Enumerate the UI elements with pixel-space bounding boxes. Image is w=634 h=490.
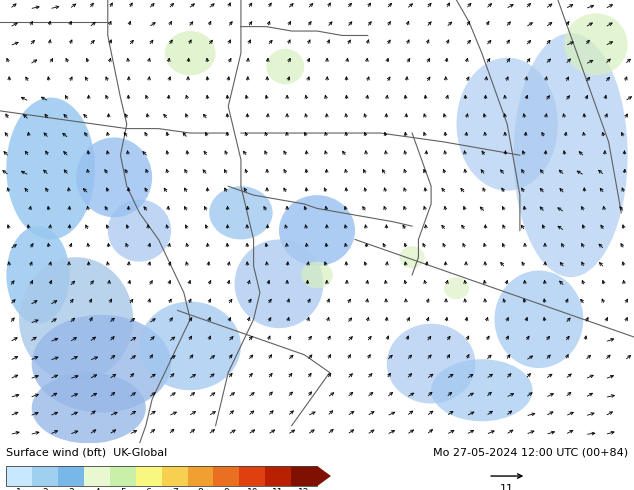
Ellipse shape (139, 301, 241, 390)
Ellipse shape (235, 240, 323, 328)
Bar (188, 466, 214, 486)
Text: Mo 27-05-2024 12:00 UTC (00+84): Mo 27-05-2024 12:00 UTC (00+84) (432, 447, 628, 457)
Ellipse shape (76, 138, 152, 217)
Ellipse shape (387, 324, 476, 404)
Ellipse shape (19, 257, 133, 381)
Text: 8: 8 (198, 488, 204, 490)
Ellipse shape (564, 13, 628, 75)
Ellipse shape (209, 186, 273, 240)
Text: 4: 4 (94, 488, 100, 490)
Ellipse shape (6, 98, 95, 240)
Bar (32, 466, 58, 486)
Bar (265, 466, 291, 486)
Bar (84, 466, 110, 486)
Text: 11: 11 (273, 488, 284, 490)
Bar (136, 466, 162, 486)
Text: 7: 7 (172, 488, 178, 490)
Text: 10: 10 (247, 488, 258, 490)
Ellipse shape (444, 277, 469, 299)
Text: 12: 12 (299, 488, 310, 490)
Ellipse shape (6, 226, 70, 324)
Polygon shape (317, 466, 331, 486)
Text: 5: 5 (120, 488, 126, 490)
Bar (110, 466, 136, 486)
Bar (162, 466, 188, 486)
Bar (291, 466, 317, 486)
Ellipse shape (165, 31, 216, 75)
Ellipse shape (495, 270, 583, 368)
Ellipse shape (32, 372, 146, 443)
Ellipse shape (108, 199, 171, 262)
Text: 3: 3 (68, 488, 74, 490)
Ellipse shape (514, 33, 628, 277)
Ellipse shape (301, 262, 333, 288)
Ellipse shape (266, 49, 304, 84)
Text: 11: 11 (500, 485, 514, 490)
Ellipse shape (456, 58, 558, 191)
Bar (6, 466, 32, 486)
Bar (214, 466, 239, 486)
Text: 2: 2 (42, 488, 48, 490)
Bar (6, 466, 317, 486)
Text: Surface wind (bft)  UK-Global: Surface wind (bft) UK-Global (6, 447, 167, 457)
Ellipse shape (279, 195, 355, 266)
Ellipse shape (32, 315, 171, 413)
Text: 6: 6 (146, 488, 152, 490)
Bar (240, 466, 265, 486)
Text: 9: 9 (224, 488, 230, 490)
Bar (58, 466, 84, 486)
Ellipse shape (399, 246, 425, 269)
Text: 1: 1 (16, 488, 22, 490)
Ellipse shape (431, 359, 533, 421)
